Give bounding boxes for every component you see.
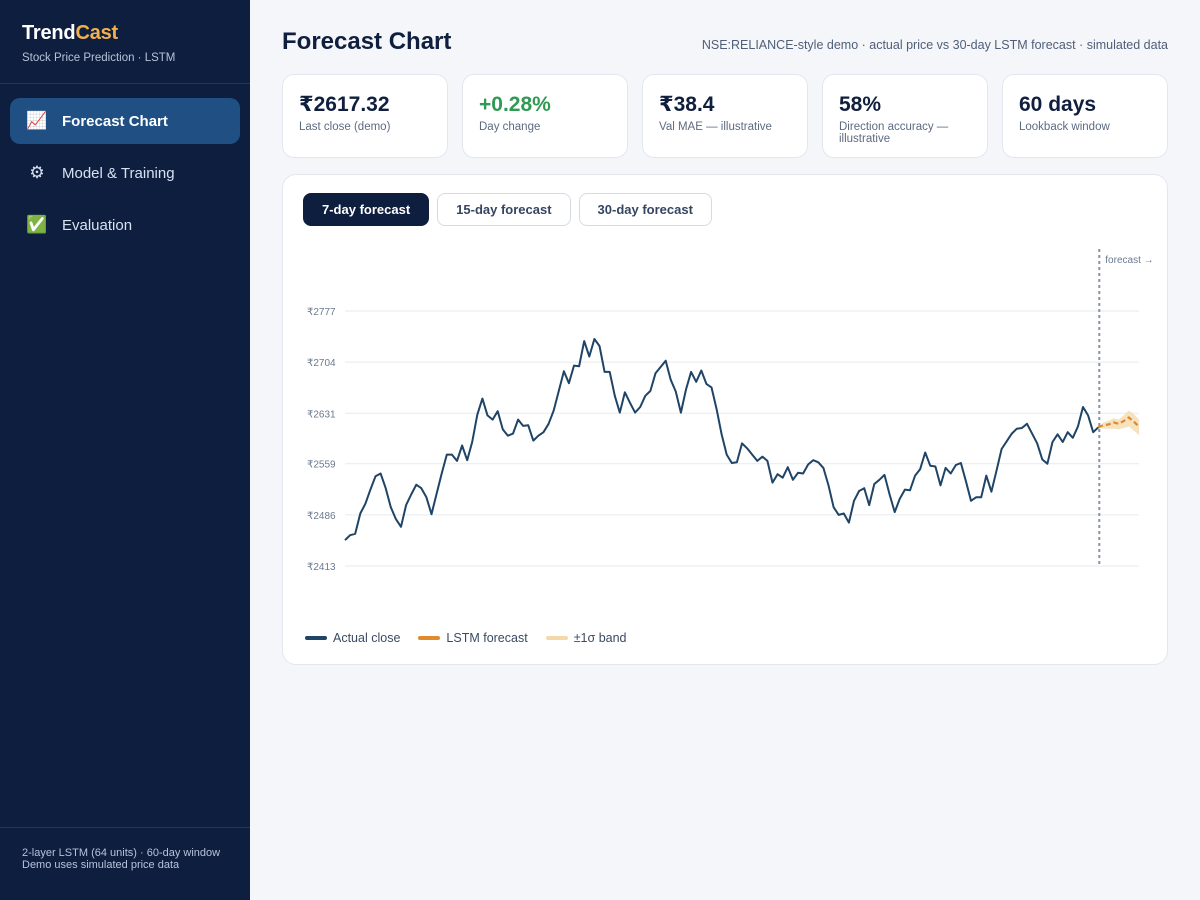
chart-up-icon: 📈 bbox=[26, 111, 48, 130]
sidebar: TrendCast Stock Price Prediction · LSTM … bbox=[0, 0, 250, 900]
tab-7-day-forecast[interactable]: 7-day forecast bbox=[303, 193, 430, 226]
tab-30-day-forecast[interactable]: 30-day forecast bbox=[578, 193, 712, 226]
footer-model-info: 2-layer LSTM (64 units) · 60-day window bbox=[22, 847, 221, 859]
chart-legend: Actual close LSTM forecast ±1σ band bbox=[305, 631, 645, 645]
footer-demo-note: Demo uses simulated price data bbox=[22, 859, 180, 871]
legend-item-band: ±1σ band bbox=[545, 631, 627, 645]
sidebar-item-model-training[interactable]: ⚙ Model & Training bbox=[10, 150, 240, 196]
stat-card-direction-accuracy: 58% Direction accuracy — illustrative bbox=[822, 74, 988, 158]
brand: TrendCast Stock Price Prediction · LSTM bbox=[0, 0, 250, 84]
legend-swatch-forecast bbox=[418, 636, 441, 640]
forecast-marker-label: forecast → bbox=[1105, 255, 1153, 266]
sidebar-nav: 📈 Forecast Chart ⚙ Model & Training ✅ Ev… bbox=[0, 84, 250, 268]
y-tick-label: ₹2413 bbox=[307, 562, 336, 573]
legend-label: ±1σ band bbox=[573, 631, 627, 645]
actual-close-line bbox=[344, 338, 1099, 541]
gear-icon: ⚙ bbox=[29, 163, 45, 182]
stat-card-val-mae: ₹38.4 Val MAE — illustrative bbox=[642, 74, 808, 158]
main-content: Forecast Chart NSE:RELIANCE-style demo ·… bbox=[250, 0, 1200, 900]
legend-swatch-actual bbox=[305, 636, 327, 640]
y-tick-label: ₹2704 bbox=[307, 358, 336, 369]
y-tick-label: ₹2631 bbox=[307, 409, 336, 420]
stat-value: 60 days bbox=[1019, 93, 1097, 116]
legend-label: Actual close bbox=[333, 631, 401, 645]
stat-value: +0.28% bbox=[479, 93, 551, 116]
sidebar-item-evaluation[interactable]: ✅ Evaluation bbox=[10, 202, 240, 248]
forecast-chart: ₹2413 ₹2486 ₹2559 ₹2631 ₹2704 ₹2777 forecast → bbox=[307, 249, 1154, 573]
legend-label: LSTM forecast bbox=[446, 631, 528, 645]
legend-item-actual: Actual close bbox=[305, 631, 400, 645]
sidebar-footer: 2-layer LSTM (64 units) · 60-day window … bbox=[0, 827, 250, 900]
brand-name-first: Trend bbox=[22, 22, 76, 44]
stat-card-day-change: +0.28% Day change bbox=[462, 74, 628, 158]
stat-card-last-close: ₹2617.32 Last close (demo) bbox=[282, 74, 448, 158]
sidebar-item-forecast-chart[interactable]: 📈 Forecast Chart bbox=[10, 98, 240, 144]
stat-label: Val MAE — illustrative bbox=[659, 121, 772, 133]
forecast-band bbox=[1098, 410, 1139, 435]
tab-15-day-forecast[interactable]: 15-day forecast bbox=[437, 193, 571, 226]
stat-label: Last close (demo) bbox=[299, 121, 391, 133]
stats-row: ₹2617.32 Last close (demo) +0.28% Day ch… bbox=[282, 74, 1168, 158]
stat-label: Lookback window bbox=[1019, 121, 1110, 133]
forecast-horizon-tabs: 7-day forecast 15-day forecast 30-day fo… bbox=[303, 193, 720, 226]
page-header: Forecast Chart NSE:RELIANCE-style demo ·… bbox=[282, 28, 1168, 58]
stat-value: ₹38.4 bbox=[659, 93, 715, 116]
page-title: Forecast Chart bbox=[282, 28, 452, 55]
legend-swatch-band bbox=[545, 636, 568, 640]
legend-item-forecast: LSTM forecast bbox=[418, 631, 528, 645]
y-tick-label: ₹2777 bbox=[307, 307, 336, 318]
stat-label: Day change bbox=[479, 121, 541, 133]
brand-title: TrendCast bbox=[22, 22, 228, 45]
stat-label: Direction accuracy — illustrative bbox=[839, 121, 949, 145]
sidebar-item-label: Model & Training bbox=[62, 164, 175, 182]
page-subtitle: NSE:RELIANCE-style demo · actual price v… bbox=[701, 38, 1168, 52]
stat-value: ₹2617.32 bbox=[299, 93, 390, 116]
brand-name-second: Cast bbox=[75, 22, 119, 44]
check-box-icon: ✅ bbox=[26, 215, 48, 234]
brand-subtitle: Stock Price Prediction · LSTM bbox=[22, 52, 176, 64]
y-tick-label: ₹2486 bbox=[307, 511, 336, 522]
sidebar-item-label: Evaluation bbox=[62, 216, 133, 234]
sidebar-item-label: Forecast Chart bbox=[62, 112, 168, 130]
forecast-chart-card: ₹2413 ₹2486 ₹2559 ₹2631 ₹2704 ₹2777 forecast →… bbox=[282, 174, 1168, 665]
stat-value: 58% bbox=[839, 93, 882, 116]
stat-card-lookback-window: 60 days Lookback window bbox=[1002, 74, 1168, 158]
y-tick-label: ₹2559 bbox=[307, 460, 336, 471]
